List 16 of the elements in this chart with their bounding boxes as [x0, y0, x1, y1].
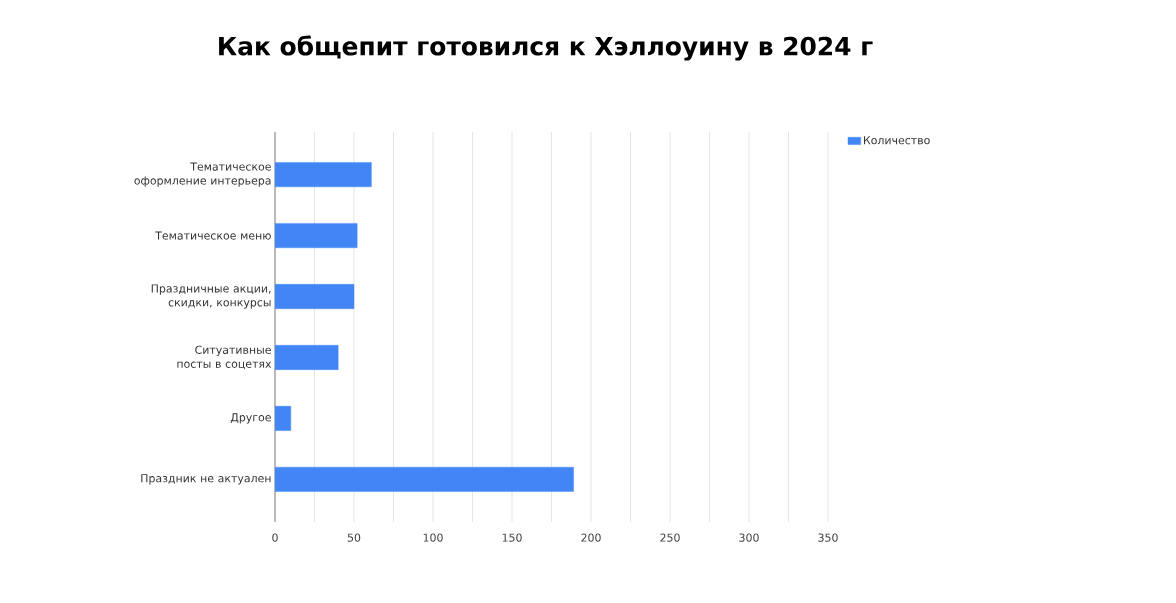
- x-tick-label: 50: [347, 533, 361, 542]
- y-tick-label: Праздничные акции, скидки, конкурсы: [151, 284, 271, 309]
- y-tick-label: Тематическое оформление интерьера: [134, 162, 271, 187]
- chart-title: Как общепит готовился к Хэллоуину в 2024 г: [219, 35, 873, 61]
- x-tick-label: 300: [739, 533, 759, 542]
- x-tick-label: 250: [660, 533, 680, 542]
- y-tick-label: Другое: [230, 413, 271, 424]
- legend-label: Количество: [864, 136, 930, 145]
- x-tick-label: 100: [423, 533, 443, 542]
- y-tick-label: Тематическое меню: [155, 231, 271, 240]
- y-tick-label: Ситуативные посты в соцетях: [177, 345, 272, 370]
- x-tick-label: 200: [581, 533, 601, 542]
- x-tick-label: 350: [818, 533, 838, 542]
- y-tick-label: Праздник не актуален: [141, 474, 271, 485]
- x-tick-label: 0: [272, 533, 278, 542]
- x-tick-label: 150: [502, 533, 522, 542]
